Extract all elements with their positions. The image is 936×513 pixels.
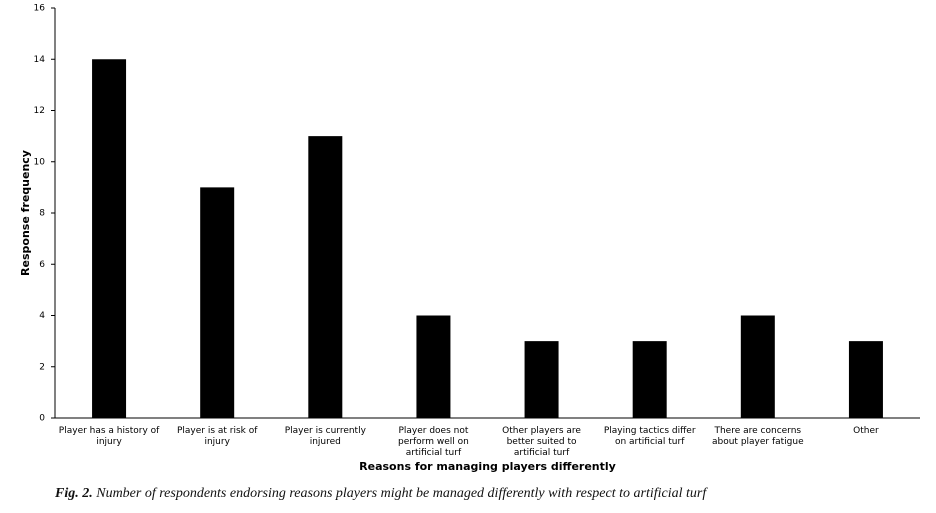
x-tick-label: There are concerns about player fatigue [711,426,804,447]
y-tick-label: 12 [34,106,45,116]
x-tick-label: Other [853,426,879,436]
caption-label: Fig. 2. [55,486,93,501]
y-tick-label: 0 [39,414,45,424]
x-tick-label: Player does not perform well on artifici… [398,426,469,458]
caption: Fig. 2. Number of respondents endorsing … [55,486,706,502]
y-tick-label: 4 [39,311,45,321]
x-tick-label: Player is currently injured [284,426,366,447]
y-tick-label: 6 [39,260,45,270]
x-tick-label: Other players are better suited to artif… [502,426,581,458]
y-axis-label: Response frequency [19,150,32,276]
bar [848,341,883,418]
bar [632,341,667,418]
y-tick-label: 2 [39,362,45,372]
y-tick-label: 16 [34,4,46,14]
bar [308,136,343,418]
y-tick-label: 8 [39,209,45,219]
bar [740,315,775,418]
y-tick-label: 10 [34,157,46,167]
x-axis-label: Reasons for managing players differently [359,460,616,473]
x-tick-label: Playing tactics differ on artificial tur… [603,426,696,447]
bar [524,341,559,418]
x-tick-label: Player is at risk of injury [176,426,258,447]
bar [416,315,451,418]
bar [92,59,127,418]
caption-text: Number of respondents endorsing reasons … [96,486,707,501]
bar [200,187,235,418]
x-tick-label: Player has a history of injury [58,426,160,447]
y-tick-label: 14 [34,55,46,65]
